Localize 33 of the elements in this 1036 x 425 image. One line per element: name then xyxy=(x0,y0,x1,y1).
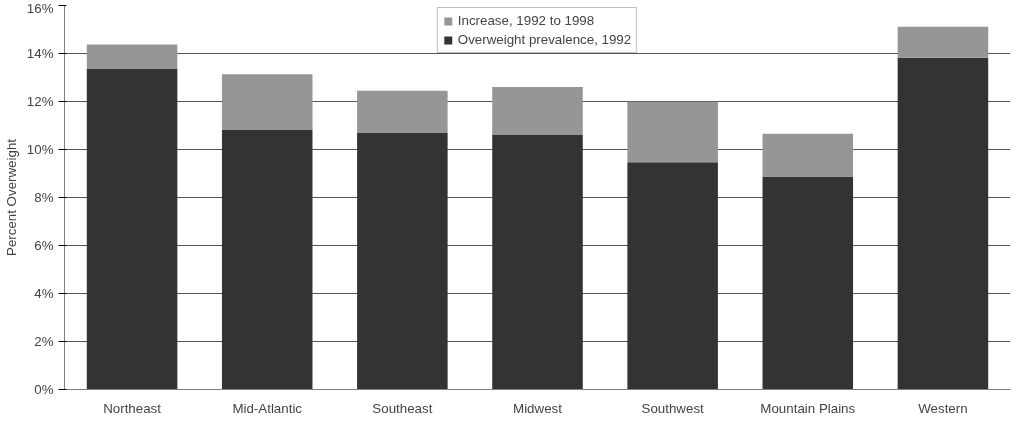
y-tick-label: 0% xyxy=(34,382,54,397)
bar xyxy=(86,68,178,390)
x-tick-label: Western xyxy=(918,400,968,416)
x-tick-label: Mid-Atlantic xyxy=(232,400,303,416)
bar xyxy=(897,26,989,58)
x-tick-label: Southeast xyxy=(372,400,433,416)
legend-label: Increase, 1992 to 1998 xyxy=(457,13,595,28)
x-tick-label: Northeast xyxy=(103,400,162,416)
x-tick-label: Midwest xyxy=(513,400,563,416)
y-tick-label: 14% xyxy=(26,46,54,61)
bar xyxy=(357,132,448,390)
x-tick-label: Mountain Plains xyxy=(760,400,856,416)
bar xyxy=(762,176,854,390)
bar xyxy=(357,90,448,133)
y-tick-label: 12% xyxy=(26,94,54,109)
bar xyxy=(627,162,718,390)
bar xyxy=(492,87,583,135)
y-tick-label: 16% xyxy=(26,0,54,16)
bar xyxy=(492,134,583,390)
y-tick-label: 10% xyxy=(26,142,54,157)
bar xyxy=(627,101,718,163)
y-tick-label: 8% xyxy=(34,190,54,205)
bar xyxy=(86,44,178,69)
y-tick-label: 2% xyxy=(34,334,54,349)
y-tick-label: 6% xyxy=(34,238,54,253)
bar xyxy=(221,74,313,130)
legend-label: Overweight prevalence, 1992 xyxy=(457,32,632,47)
bar xyxy=(221,129,313,390)
bar xyxy=(897,57,989,390)
x-tick-label: Southwest xyxy=(641,400,705,416)
y-tick-label: 4% xyxy=(34,286,54,301)
bar xyxy=(762,133,854,177)
y-axis-title: Percent Overweight xyxy=(3,138,19,257)
